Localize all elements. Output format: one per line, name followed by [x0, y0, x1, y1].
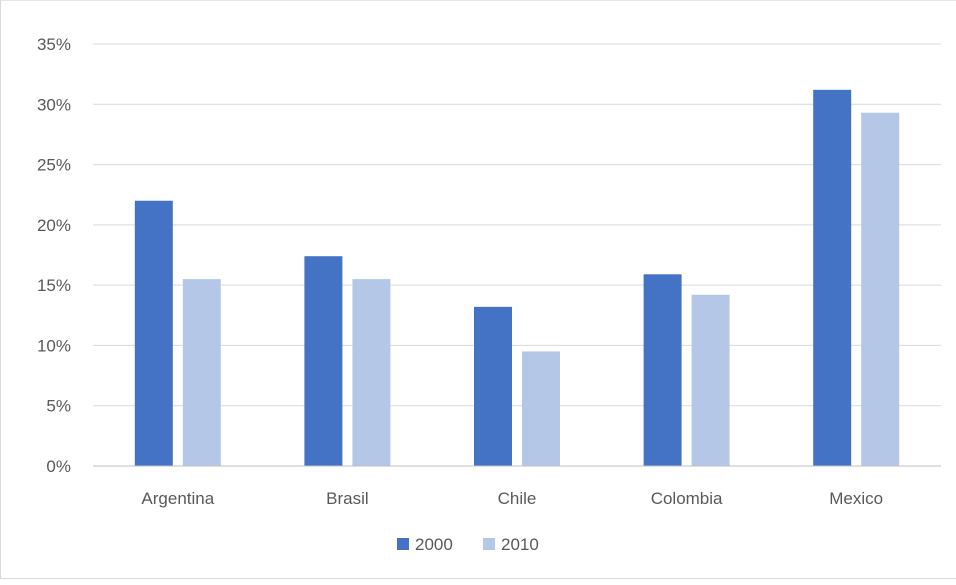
- legend-swatch-2000: [397, 538, 409, 550]
- bar-chile-2000: [474, 306, 512, 466]
- bar-colombia-2010: [691, 294, 730, 466]
- x-category-label: Chile: [498, 489, 537, 508]
- bar-argentina-2010: [182, 279, 221, 466]
- bar-chile-2010: [522, 351, 560, 466]
- y-tick-label: 10%: [37, 336, 71, 355]
- y-tick-label: 35%: [37, 35, 71, 54]
- legend-swatch-2010: [483, 538, 495, 550]
- gridlines: [93, 43, 941, 407]
- legend-label: 2000: [415, 535, 453, 554]
- legend-label: 2010: [501, 535, 539, 554]
- y-tick-label: 0%: [46, 457, 71, 476]
- x-category-label: Colombia: [651, 489, 723, 508]
- y-tick-label: 15%: [37, 276, 71, 295]
- y-tick-label: 25%: [37, 156, 71, 175]
- y-tick-label: 20%: [37, 216, 71, 235]
- bar-mexico-2000: [813, 89, 852, 467]
- bar-colombia-2000: [643, 274, 682, 466]
- x-category-label: Mexico: [829, 489, 883, 508]
- bars: [134, 89, 900, 467]
- bar-mexico-2010: [861, 112, 900, 467]
- bar-brasil-2010: [352, 279, 391, 466]
- x-category-label: Argentina: [141, 489, 214, 508]
- y-tick-label: 30%: [37, 95, 71, 114]
- bar-brasil-2000: [304, 256, 343, 466]
- legend: 2000 2010: [397, 535, 539, 554]
- y-axis-ticks: 0% 5% 10% 15% 20% 25% 30% 35%: [37, 35, 71, 476]
- x-axis-categories: Argentina Brasil Chile Colombia Mexico: [141, 489, 883, 508]
- y-tick-label: 5%: [46, 397, 71, 416]
- x-category-label: Brasil: [326, 489, 369, 508]
- bar-argentina-2000: [134, 200, 173, 466]
